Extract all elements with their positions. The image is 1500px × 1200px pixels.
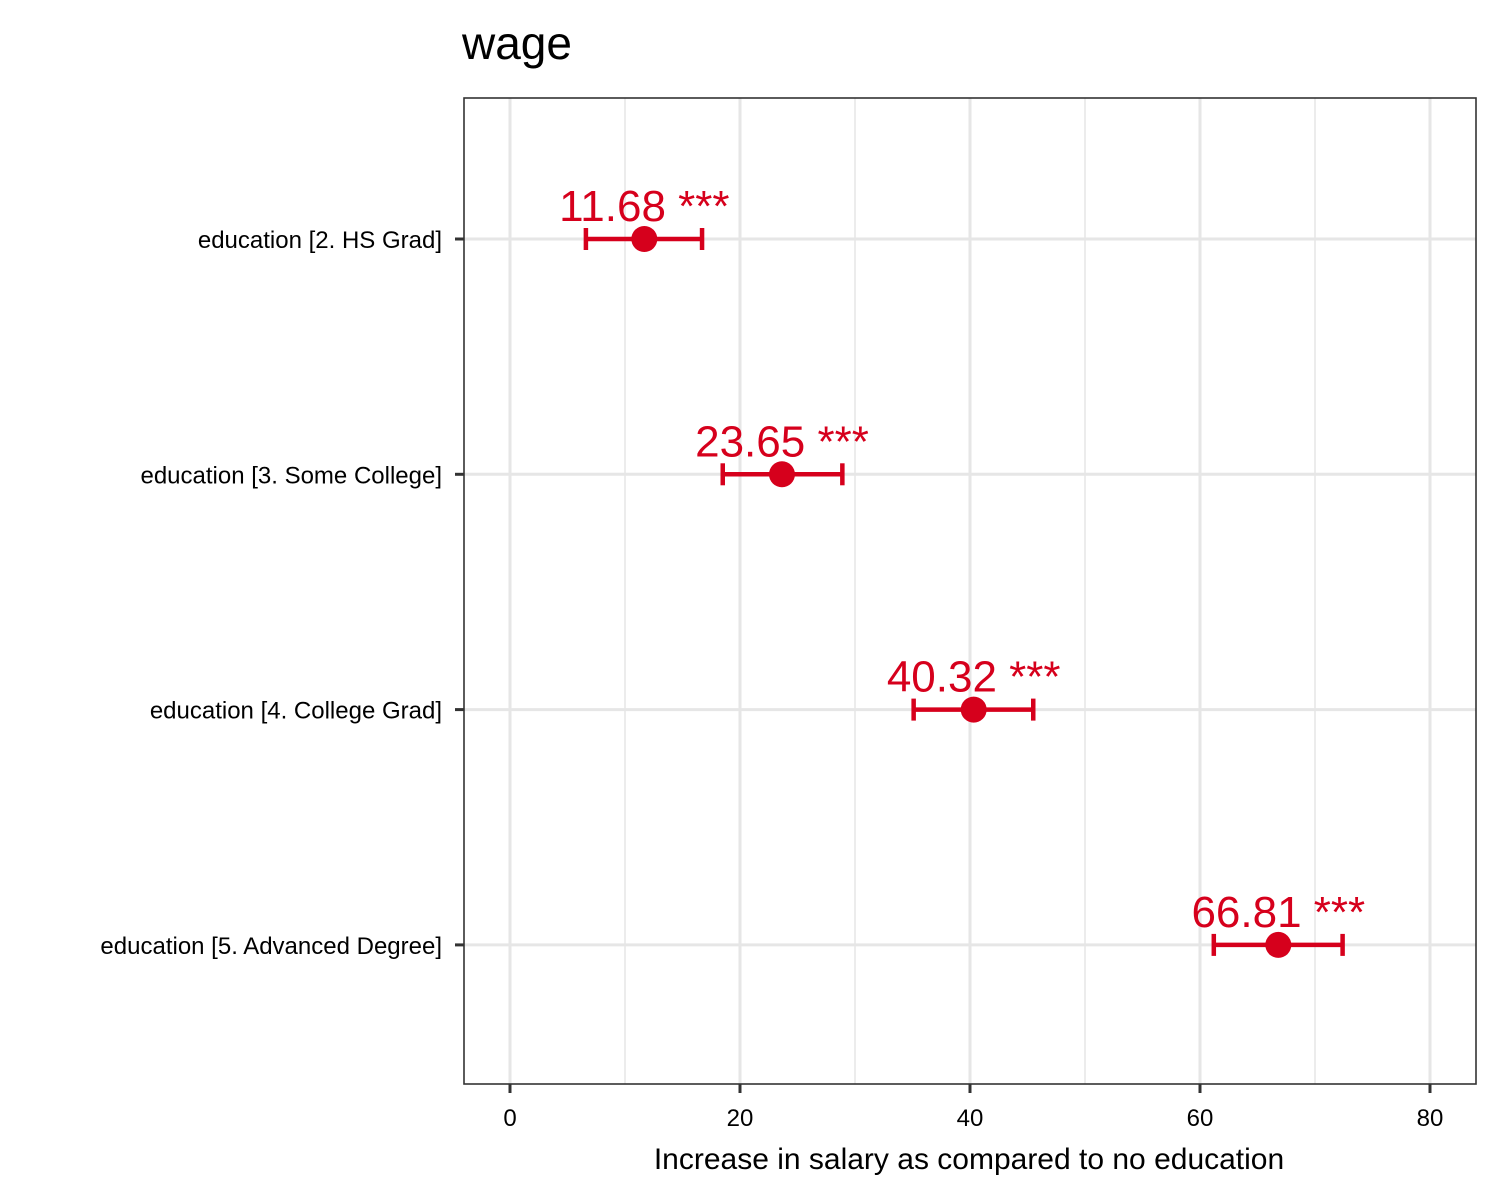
y-tick-label: education [4. College Grad] [150,698,442,725]
x-tick-label: 40 [957,1105,984,1132]
estimate-label: 11.68 *** [559,182,729,231]
estimate-point [960,696,987,723]
x-axis-title: Increase in salary as compared to no edu… [654,1143,1284,1176]
x-tick-label: 20 [727,1105,754,1132]
estimate-label: 66.81 *** [1191,888,1365,937]
data-marks: 11.68 *** 23.65 *** 40.32 *** 66.81 *** [559,182,1365,958]
y-tick-label: education [3. Some College] [140,462,442,489]
estimate-point [768,461,795,488]
x-tick-label: 60 [1187,1105,1214,1132]
estimate-point [1265,931,1292,958]
y-tick-label: education [5. Advanced Degree] [100,933,442,960]
estimate-point [631,226,658,252]
x-tick-label: 0 [503,1105,516,1132]
x-tick-label: 80 [1417,1105,1444,1132]
axes: education [2. HS Grad] education [3. Some… [100,227,1443,1132]
y-tick-label: education [2. HS Grad] [198,227,442,254]
chart-title: wage [462,17,572,69]
estimate-label: 23.65 *** [695,417,869,466]
estimate-label: 40.32 *** [887,653,1061,702]
